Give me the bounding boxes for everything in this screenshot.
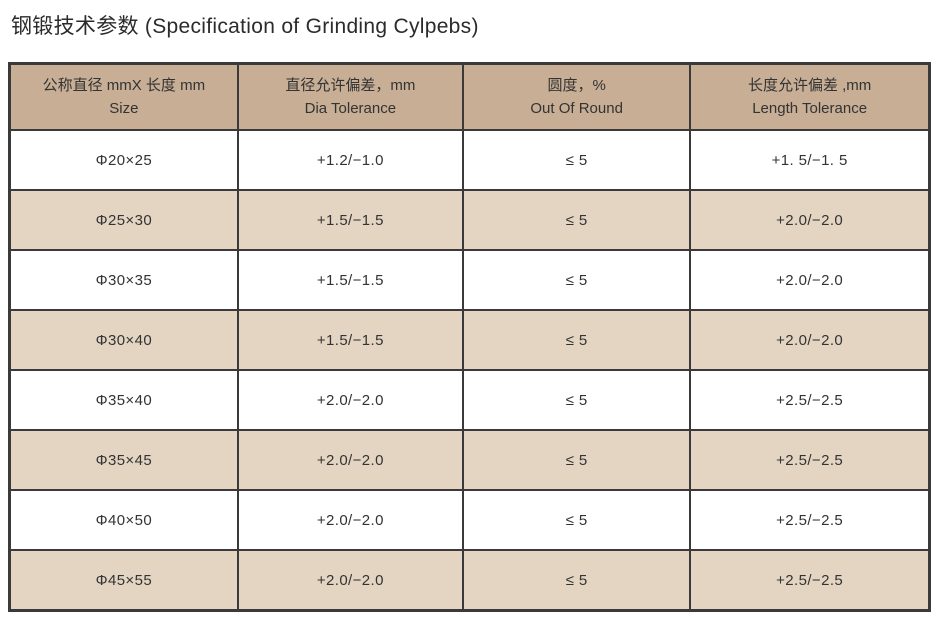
table-cell: +2.0/−2.0 (236, 489, 465, 551)
table-cell: Φ45×55 (8, 549, 239, 612)
table-cell: +2.5/−2.5 (689, 429, 931, 491)
table-cell: ≤ 5 (462, 249, 692, 311)
column-header-en: Dia Tolerance (304, 100, 397, 117)
spec-table-body: Φ20×25 +1.2/−1.0 ≤ 5 +1. 5/−1. 5 Φ25×30 +1.5/… (8, 129, 931, 612)
page-title: 钢锻技术参数 (Specification of Grinding Cylpeb… (11, 15, 479, 38)
column-header-dia-tolerance: 直径允许偏差，mm Dia Tolerance (236, 62, 465, 131)
table-cell: ≤ 5 (462, 429, 692, 491)
table-row: Φ35×45 +2.0/−2.0 ≤ 5 +2.5/−2.5 (8, 429, 931, 491)
table-cell: Φ35×40 (8, 369, 239, 431)
table-cell: +1.5/−1.5 (236, 249, 465, 311)
spec-table-header: 公称直径 mmX 长度 mm Size 直径允许偏差，mm Dia Tolera… (8, 62, 931, 131)
table-cell: ≤ 5 (462, 489, 692, 551)
column-header-zh: 直径允许偏差，mm (285, 76, 416, 94)
table-cell: Φ30×40 (8, 309, 239, 371)
table-cell: ≤ 5 (462, 369, 692, 431)
table-cell: Φ30×35 (8, 249, 239, 311)
table-cell: Φ35×45 (8, 429, 239, 491)
table-row: Φ20×25 +1.2/−1.0 ≤ 5 +1. 5/−1. 5 (8, 129, 931, 191)
table-cell: +2.5/−2.5 (689, 489, 931, 551)
spec-table: 公称直径 mmX 长度 mm Size 直径允许偏差，mm Dia Tolera… (8, 62, 931, 612)
table-cell: ≤ 5 (462, 549, 692, 612)
table-cell: ≤ 5 (462, 189, 692, 251)
table-cell: ≤ 5 (462, 129, 692, 191)
table-row: Φ40×50 +2.0/−2.0 ≤ 5 +2.5/−2.5 (8, 489, 931, 551)
table-row: Φ30×35 +1.5/−1.5 ≤ 5 +2.0/−2.0 (8, 249, 931, 311)
column-header-zh: 长度允许偏差 ,mm (747, 76, 872, 94)
table-cell: +2.0/−2.0 (689, 249, 931, 311)
column-header-length-tolerance: 长度允许偏差 ,mm Length Tolerance (689, 62, 931, 131)
table-cell: +2.5/−2.5 (689, 549, 931, 612)
column-header-out-of-round: 圆度，% Out Of Round (462, 62, 692, 131)
table-cell: +2.0/−2.0 (236, 429, 465, 491)
column-header-en: Out Of Round (530, 100, 623, 117)
column-header-zh: 公称直径 mmX 长度 mm (42, 76, 206, 94)
table-cell: +2.0/−2.0 (689, 189, 931, 251)
table-cell: +2.0/−2.0 (236, 549, 465, 612)
table-cell: +2.5/−2.5 (689, 369, 931, 431)
table-cell: +2.0/−2.0 (689, 309, 931, 371)
table-row: Φ25×30 +1.5/−1.5 ≤ 5 +2.0/−2.0 (8, 189, 931, 251)
column-header-zh: 圆度，% (547, 76, 606, 94)
table-cell: +2.0/−2.0 (236, 369, 465, 431)
table-cell: +1. 5/−1. 5 (689, 129, 931, 191)
table-cell: +1.5/−1.5 (236, 309, 465, 371)
table-cell: +1.5/−1.5 (236, 189, 465, 251)
table-row: Φ45×55 +2.0/−2.0 ≤ 5 +2.5/−2.5 (8, 549, 931, 612)
table-cell: Φ25×30 (8, 189, 239, 251)
column-header-en: Length Tolerance (752, 100, 868, 117)
column-header-en: Size (109, 100, 139, 117)
table-cell: ≤ 5 (462, 309, 692, 371)
header-row: 公称直径 mmX 长度 mm Size 直径允许偏差，mm Dia Tolera… (8, 62, 931, 131)
table-cell: Φ40×50 (8, 489, 239, 551)
column-header-size: 公称直径 mmX 长度 mm Size (8, 62, 239, 131)
table-row: Φ30×40 +1.5/−1.5 ≤ 5 +2.0/−2.0 (8, 309, 931, 371)
table-cell: +1.2/−1.0 (236, 129, 465, 191)
table-row: Φ35×40 +2.0/−2.0 ≤ 5 +2.5/−2.5 (8, 369, 931, 431)
table-cell: Φ20×25 (8, 129, 239, 191)
